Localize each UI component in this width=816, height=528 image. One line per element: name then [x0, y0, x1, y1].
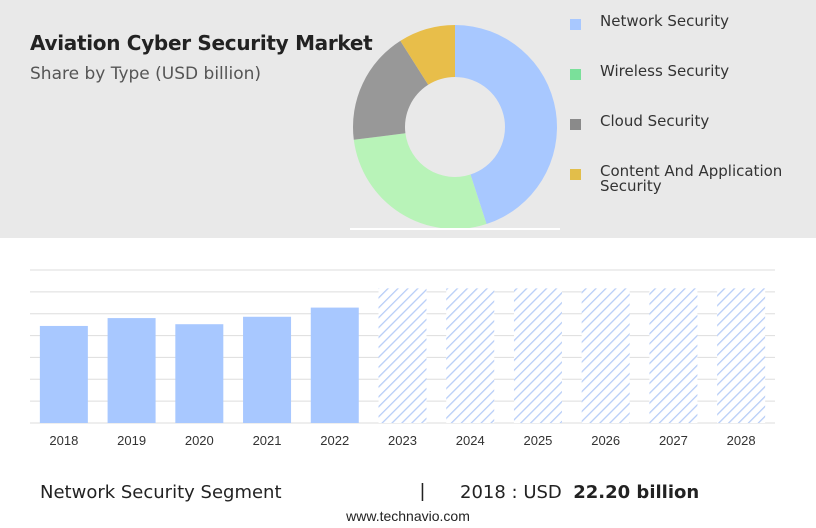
legend-label-content-security: Content And Application Security: [600, 162, 783, 195]
x-tick-label-2019: 2019: [117, 433, 146, 448]
chart-subtitle: Share by Type (USD billion): [30, 64, 262, 84]
segment-value: 2018 : USD 22.20 billion: [460, 482, 699, 503]
footer-divider: |: [420, 481, 425, 502]
segment-value-amount: 22.20 billion: [573, 482, 700, 503]
x-tick-label-2027: 2027: [659, 433, 688, 448]
legend-label-cloud-security: Cloud Security: [600, 112, 710, 130]
x-tick-label-2024: 2024: [456, 433, 485, 448]
x-tick-label-2021: 2021: [253, 433, 282, 448]
legend-swatch-cloud-security: [570, 119, 581, 130]
forecast-bar-2023: [378, 288, 427, 423]
x-tick-label-2022: 2022: [320, 433, 349, 448]
legend-label-network-security: Network Security: [600, 12, 729, 30]
source-url: www.technavio.com: [346, 508, 470, 524]
forecast-bar-2024: [446, 288, 495, 423]
bar-2020: [175, 324, 224, 423]
bar-chart: 2018 2019 2020 2021 2022 2023 2024 2025 2026 2027…: [30, 269, 775, 448]
donut-chart: [350, 25, 560, 230]
forecast-bar-2026: [581, 288, 630, 423]
forecast-bar-2025: [513, 288, 562, 423]
forecast-bar-2028: [717, 288, 766, 423]
bar-2018: [39, 325, 88, 423]
x-tick-label-2026: 2026: [591, 433, 620, 448]
chart-title: Aviation Cyber Security Market: [30, 31, 373, 55]
legend-label-wireless-security: Wireless Security: [600, 62, 730, 80]
legend-swatch-wireless-security: [570, 69, 581, 80]
donut-slice-cloud-security: [353, 40, 429, 140]
x-tick-label-2028: 2028: [727, 433, 756, 448]
chart-header-panel: Aviation Cyber Security Market Share by …: [0, 0, 816, 238]
bar-2022: [310, 307, 359, 423]
donut-bottom-clip: [350, 228, 560, 230]
donut-slice-network-security: [455, 25, 557, 225]
segment-value-prefix: 2018 : USD: [460, 482, 562, 503]
legend-swatch-network-security: [570, 19, 581, 30]
legend-swatch-content-security: [570, 169, 581, 180]
x-tick-label-2025: 2025: [523, 433, 552, 448]
x-tick-label-2018: 2018: [49, 433, 78, 448]
donut-slice-wireless-security: [353, 133, 487, 229]
donut-slice-content-and-application-security: [400, 25, 455, 85]
x-tick-label-2023: 2023: [388, 433, 417, 448]
forecast-bar-2027: [649, 288, 698, 423]
x-tick-label-2020: 2020: [185, 433, 214, 448]
segment-label: Network Security Segment: [40, 482, 282, 503]
bar-2021: [243, 316, 292, 423]
bar-2019: [107, 318, 156, 423]
